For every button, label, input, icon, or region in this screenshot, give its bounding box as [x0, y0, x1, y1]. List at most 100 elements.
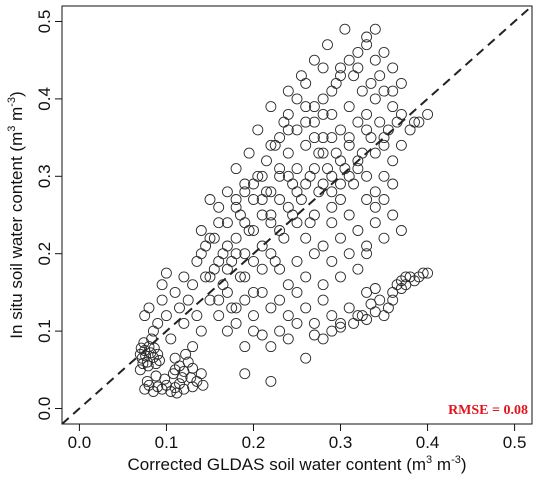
data-point	[160, 310, 172, 322]
data-point	[343, 209, 355, 221]
data-point	[326, 217, 338, 229]
data-point	[282, 279, 294, 291]
data-point	[169, 286, 181, 298]
data-point	[256, 209, 268, 221]
data-point	[178, 383, 190, 395]
data-point	[180, 348, 192, 360]
data-point	[234, 209, 246, 221]
data-point	[304, 217, 316, 229]
data-point	[300, 352, 312, 364]
data-point	[343, 170, 355, 182]
data-point	[226, 302, 238, 314]
data-point	[361, 108, 373, 120]
data-point	[274, 163, 286, 175]
plot-frame	[61, 5, 533, 425]
data-point	[365, 77, 377, 89]
x-axis: 0.0 0.1 0.2 0.3 0.4 0.5	[68, 424, 526, 452]
data-point	[326, 132, 338, 144]
data-point	[213, 201, 225, 213]
data-point	[300, 232, 312, 244]
data-point	[404, 271, 416, 283]
data-point	[291, 124, 303, 136]
data-point	[352, 155, 364, 167]
data-point	[378, 139, 390, 151]
data-point	[230, 248, 242, 260]
data-point	[326, 186, 338, 198]
data-point	[356, 85, 368, 97]
y-axis-title: In situ soil water content (m3 m-3)	[6, 91, 26, 338]
data-point	[391, 279, 403, 291]
data-point	[335, 178, 346, 190]
data-point	[417, 267, 429, 279]
data-point	[197, 379, 209, 391]
data-point	[330, 77, 342, 89]
data-point	[322, 39, 333, 51]
data-point	[213, 255, 225, 267]
data-point	[282, 147, 294, 159]
data-point	[369, 217, 381, 229]
data-point	[265, 101, 277, 113]
data-point	[404, 124, 416, 136]
data-point	[317, 279, 329, 291]
data-point	[378, 232, 390, 244]
data-point	[395, 225, 407, 236]
data-point	[191, 255, 203, 267]
data-point	[282, 124, 294, 136]
data-point	[343, 302, 355, 314]
data-point	[182, 294, 194, 306]
x-tick-label: 0.0	[68, 433, 92, 452]
data-point	[256, 240, 268, 252]
data-point	[317, 62, 329, 74]
data-point	[265, 248, 277, 260]
data-point	[139, 310, 151, 322]
data-point	[243, 147, 255, 159]
data-point	[300, 101, 312, 113]
data-point	[361, 170, 373, 182]
y-tick-label: 0.0	[35, 397, 54, 421]
data-point	[313, 147, 325, 159]
data-point	[217, 248, 229, 260]
data-point	[269, 139, 281, 151]
data-point	[274, 325, 286, 337]
data-point	[300, 116, 312, 128]
x-tick-label: 0.1	[155, 433, 179, 452]
data-point	[195, 225, 207, 236]
data-point	[282, 85, 294, 97]
data-point	[187, 279, 199, 291]
data-point	[160, 267, 172, 279]
data-point	[326, 310, 338, 322]
data-point	[191, 375, 203, 387]
data-point	[317, 93, 329, 105]
data-point	[291, 93, 303, 105]
data-point	[317, 147, 329, 159]
data-point	[343, 54, 355, 66]
x-tick-label: 0.3	[329, 433, 353, 452]
data-points	[134, 23, 434, 399]
data-point	[352, 263, 364, 275]
data-point	[317, 294, 329, 306]
data-point	[256, 170, 268, 182]
data-point	[369, 201, 381, 213]
data-point	[352, 46, 364, 58]
data-point	[361, 194, 373, 205]
data-point	[185, 372, 197, 384]
data-point	[300, 139, 312, 151]
data-point	[174, 302, 185, 314]
data-point	[326, 85, 338, 97]
data-point	[148, 342, 160, 354]
data-point	[269, 255, 281, 267]
data-point	[178, 317, 190, 329]
data-point	[365, 132, 377, 144]
data-point	[369, 147, 381, 159]
data-point	[265, 139, 277, 151]
data-point	[395, 77, 407, 89]
data-point	[239, 248, 251, 260]
data-point	[265, 217, 277, 229]
data-point	[265, 209, 277, 221]
data-point	[413, 116, 425, 128]
y-tick-label: 0.1	[35, 319, 54, 343]
data-point	[356, 310, 368, 322]
data-point	[248, 310, 259, 322]
data-point	[278, 232, 290, 244]
data-point	[291, 163, 303, 175]
